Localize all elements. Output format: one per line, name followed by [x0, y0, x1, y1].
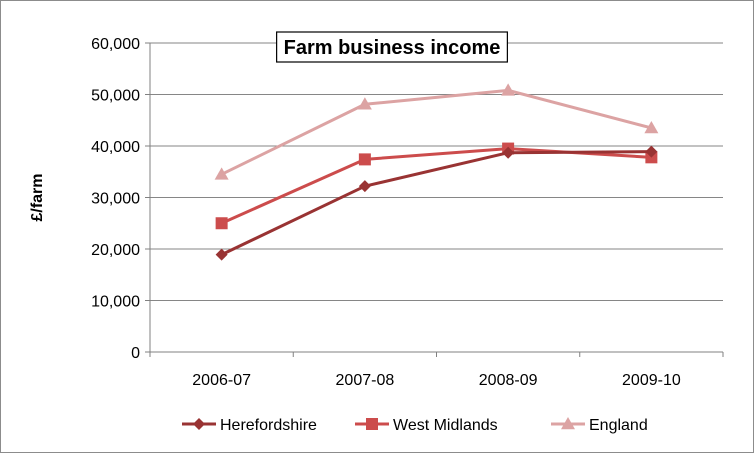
data-point-herefordshire	[502, 146, 515, 159]
y-axis-label: £/farm	[29, 173, 46, 221]
legend-label-herefordshire: Herefordshire	[220, 417, 317, 434]
chart-title-box: Farm business income	[276, 31, 508, 63]
y-tick-label: 20,000	[91, 242, 140, 259]
x-tick-label: 2009-10	[622, 372, 681, 389]
data-point-england	[214, 167, 229, 180]
series-line-west-midlands	[221, 147, 652, 225]
x-tick-label: 2007-08	[336, 372, 395, 389]
x-tick-label: 2008-09	[479, 372, 538, 389]
data-point-england	[644, 120, 659, 134]
series-west-midlands	[215, 142, 658, 230]
y-tick-label: 40,000	[91, 139, 140, 156]
y-tick-label: 60,000	[91, 36, 140, 53]
chart-title-border	[276, 31, 508, 63]
data-point-england	[357, 97, 372, 110]
legend-marker-west-midlands	[366, 418, 378, 430]
data-point-west-midlands	[358, 153, 371, 166]
y-tick-label: 10,000	[91, 294, 140, 311]
y-tick-label: 50,000	[91, 88, 140, 105]
gridlines	[150, 42, 723, 301]
legend-item-england: England	[551, 417, 648, 434]
series-layer	[214, 83, 659, 261]
chart-title: Farm business income	[284, 37, 501, 59]
legend-label-england: England	[589, 417, 648, 434]
legend-marker-england	[561, 417, 575, 430]
y-tick-label: 30,000	[91, 191, 140, 208]
series-line-herefordshire	[220, 150, 652, 257]
data-point-england	[501, 83, 516, 96]
series-line-england	[220, 88, 652, 176]
legend-marker-herefordshire	[193, 418, 205, 430]
legend-item-west-midlands: West Midlands	[355, 417, 498, 434]
y-tick-label: 0	[131, 345, 140, 362]
legend-item-herefordshire: Herefordshire	[182, 417, 317, 434]
legend-label-west-midlands: West Midlands	[393, 417, 498, 434]
series-herefordshire	[215, 145, 658, 261]
data-point-west-midlands	[215, 217, 228, 230]
data-point-herefordshire	[358, 180, 371, 193]
series-england	[214, 83, 659, 180]
x-tick-label: 2006-07	[192, 372, 251, 389]
data-point-herefordshire	[645, 145, 658, 158]
legend: Herefordshire West Midlands England	[182, 417, 648, 434]
data-point-herefordshire	[215, 248, 228, 261]
y-axis-ticks: 0 10,000 20,000 30,000 40,000 50,000 60,000	[91, 36, 150, 362]
x-axis-ticks: 2006-07 2007-08 2008-09 2009-10	[149, 352, 724, 389]
